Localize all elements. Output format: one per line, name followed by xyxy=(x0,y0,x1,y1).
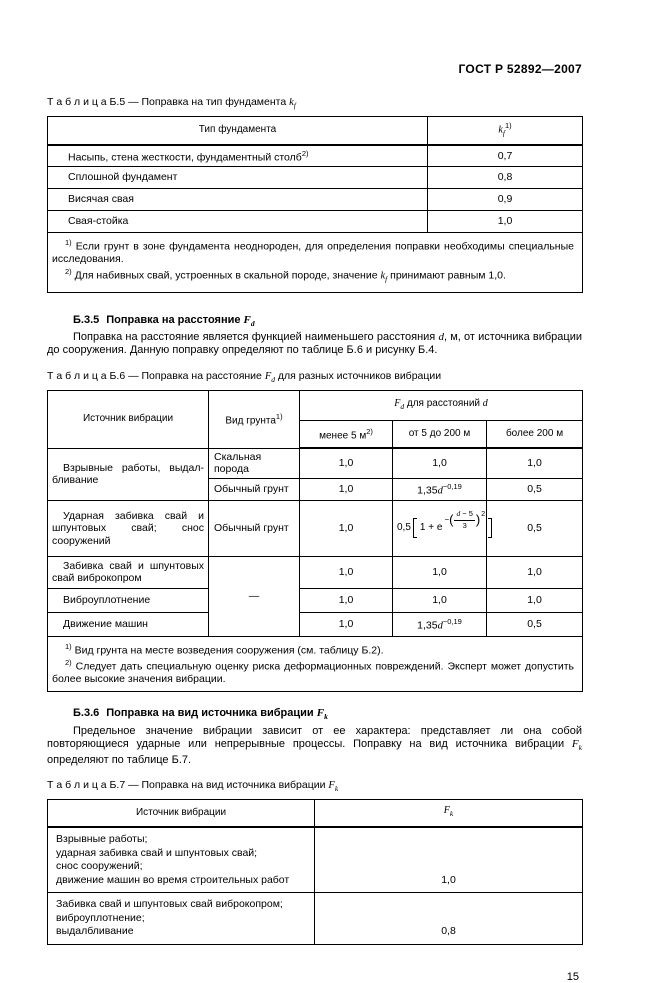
cell-fd-formula: 0,5 1 + e −(d − 5 3) 2 xyxy=(392,499,493,557)
section-b36-heading: Б.3.6 Поправка на вид источника вибрации … xyxy=(73,707,328,722)
document-page: ГОСТ Р 52892—2007 Т а б л и ц а Б.5 — По… xyxy=(46,62,584,983)
table-row: Свая-стойка 1,0 xyxy=(47,210,583,234)
cell-fd: 1,0 xyxy=(299,587,393,613)
table-b6-header-row-1: Источник вибрации Вид грунта1) Fd для ра… xyxy=(47,389,584,449)
table-b5-footnotes-row: 1) Если грунт в зоне фундамента неодноро… xyxy=(47,232,583,293)
table-b5-caption: Т а б л и ц а Б.5 — Поправка на тип фунд… xyxy=(47,96,582,110)
cell-soil: Обычный грунт xyxy=(208,477,300,501)
table-row: Висячая свая 0,9 xyxy=(47,188,583,212)
cell-soil-dash: — xyxy=(208,555,300,637)
column-header-fd-span: Fd для расстояний d xyxy=(298,389,584,421)
section-b35-paragraph: Поправка на расстояние является функцией… xyxy=(47,330,583,356)
cell-source: Забивка свай и шпунтовых свай виброкопро… xyxy=(47,555,209,589)
table-row: Ударная забивка свай и шпунтовых свай; с… xyxy=(47,499,584,557)
symbol-kf: k xyxy=(289,97,294,108)
table-row: Движение машин 1,0 1,35d−0,19 0,5 xyxy=(47,611,584,637)
table-b7: Источник вибрации Fk Взрывные работы; уд… xyxy=(47,798,583,945)
cell-source: Взрывные работы, выдал­бливание xyxy=(47,447,209,501)
cell-soil: Обычный грунт xyxy=(208,499,300,557)
table-b6-footnotes: 1) Вид грунта на месте возведения сооруж… xyxy=(46,635,584,693)
cell-source-list: Взрывные работы; ударная забивка свай и … xyxy=(47,826,315,894)
section-b36-paragraph: Предельное значение вибрации зависит от … xyxy=(47,724,582,766)
bracket-left xyxy=(412,518,417,539)
table-b7-caption: Т а б л и ц а Б.7 — Поправка на вид исто… xyxy=(47,778,339,793)
cell-fd-expression: 1,35d−0,19 xyxy=(392,611,487,637)
table-row: Взрывные работы, выдал­бливание Скальная… xyxy=(47,447,584,501)
cell-fd: 1,0 xyxy=(299,611,393,637)
cell-fd: 1,0 xyxy=(392,555,487,589)
column-header-fk: Fk xyxy=(314,798,583,829)
column-header-kf: kf1) xyxy=(427,116,583,146)
table-row: Взрывные работы; ударная забивка свай и … xyxy=(47,826,583,894)
cell-fd: 0,5 xyxy=(485,499,584,557)
column-header-5-200m: от 5 до 200 м xyxy=(392,419,487,450)
cell-fd: 1,0 xyxy=(485,447,584,479)
cell-kf-value: 0,8 xyxy=(427,166,583,190)
page-number: 15 xyxy=(566,970,579,983)
table-row: Виброуплотнение 1,0 1,0 1,0 xyxy=(47,587,584,613)
column-header-less-5m: менее 5 м2) xyxy=(299,419,393,450)
cell-fk-value: 0,8 xyxy=(314,892,583,945)
column-header-foundation-type: Тип фундамента xyxy=(47,116,428,146)
formula-exponent: −(d − 5 3) 2 xyxy=(444,509,486,530)
cell-fk-value: 1,0 xyxy=(314,826,583,894)
table-row: Сплошной фундамент 0,8 xyxy=(47,166,583,190)
cell-fd: 1,0 xyxy=(299,499,393,557)
symbol-kf-sub: f xyxy=(293,101,296,111)
cell-fd: 1,0 xyxy=(392,447,487,479)
footnote-1: 1) Если грунт в зоне фундамента неодноро… xyxy=(52,238,574,266)
caption-text: Т а б л и ц а Б.5 — Поправка на тип фунд… xyxy=(47,96,290,108)
cell-foundation-type: Сплошной фундамент xyxy=(47,166,428,190)
column-header-source: Источник вибрации xyxy=(47,798,315,829)
cell-source-list: Забивка свай и шпунтовых свай виброкопро… xyxy=(47,892,315,945)
symbol-Fd: F xyxy=(243,313,251,326)
footnote-2: 2) Следует дать специальную оценку риска… xyxy=(52,657,575,685)
cell-soil: Скальная порода xyxy=(208,447,300,479)
cell-fd: 1,0 xyxy=(299,477,393,501)
table-b5-header-row: Тип фундамента kf1) xyxy=(47,116,583,146)
table-b6-header-row-2: менее 5 м2) от 5 до 200 м более 200 м xyxy=(48,419,584,450)
symbol-Fk: F xyxy=(328,779,335,791)
cell-fd: 1,0 xyxy=(299,555,393,589)
cell-source: Ударная забивка свай и шпунтовых свай; с… xyxy=(47,499,209,557)
table-b5-footnotes: 1) Если грунт в зоне фундамента неодноро… xyxy=(47,232,583,293)
column-header-soil: Вид грунта1) xyxy=(208,389,300,449)
section-b35-heading: Б.3.5 Поправка на расстояние Fd xyxy=(73,313,255,328)
cell-fd: 1,0 xyxy=(485,555,584,589)
cell-kf-value: 0,9 xyxy=(427,188,583,212)
table-row: Забивка свай и шпунтовых свай виброкопро… xyxy=(47,555,584,637)
cell-foundation-type: Насыпь, стена жесткости, фундаментный ст… xyxy=(47,144,428,168)
column-header-source: Источник вибрации xyxy=(47,389,209,449)
formula-fd: 0,5 1 + e −(d − 5 3) 2 xyxy=(397,510,493,539)
cell-fd: 1,0 xyxy=(485,587,584,613)
document-header: ГОСТ Р 52892—2007 xyxy=(458,62,582,76)
table-b6: Источник вибрации Вид грунта1) Fd для ра… xyxy=(46,389,584,693)
cell-fd: 1,0 xyxy=(299,447,393,479)
table-row: Забивка свай и шпунтовых свай виброкопро… xyxy=(47,892,583,945)
bracket-right xyxy=(488,518,493,539)
table-b7-header-row: Источник вибрации Fk xyxy=(47,798,583,829)
symbol-Fd: F xyxy=(264,370,272,382)
cell-fd: 0,5 xyxy=(485,611,584,637)
cell-source: Движение машин xyxy=(47,611,209,637)
cell-foundation-type: Висячая свая xyxy=(47,188,428,212)
column-header-more-200m: более 200 м xyxy=(485,419,584,450)
footnote-2: 2) Для набивных свай, устроенных в скаль… xyxy=(65,266,506,284)
table-b6-footnotes-row: 1) Вид грунта на месте возведения сооруж… xyxy=(46,635,584,693)
cell-fd: 0,5 xyxy=(485,477,584,501)
cell-fd-expression: 1,35d−0,19 xyxy=(392,477,487,501)
cell-kf-value: 0,7 xyxy=(427,144,583,168)
cell-foundation-type: Свая-стойка xyxy=(47,210,428,234)
table-row: Насыпь, стена жесткости, фундаментный ст… xyxy=(47,144,583,168)
footnote-1: 1) Вид грунта на месте возведения сооруж… xyxy=(65,641,384,657)
cell-kf-value: 1,0 xyxy=(427,210,583,234)
table-b5: Тип фундамента kf1) Насыпь, стена жестко… xyxy=(47,116,583,293)
table-b6-caption: Т а б л и ц а Б.6 — Поправка на расстоян… xyxy=(47,369,442,384)
cell-source: Виброуплотнение xyxy=(47,587,209,613)
symbol-Fk: F xyxy=(316,707,325,720)
cell-fd: 1,0 xyxy=(392,587,487,613)
